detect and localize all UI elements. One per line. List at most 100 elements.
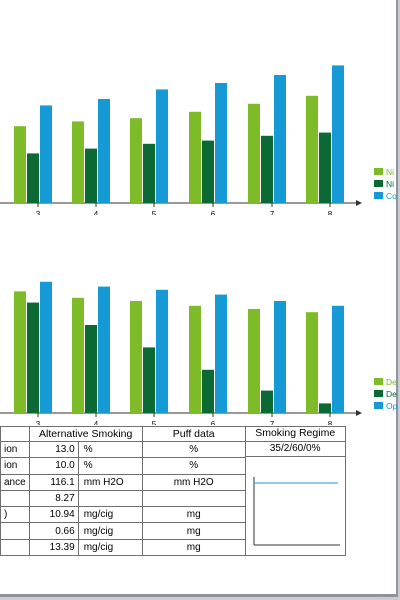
bar-s1-c4: [72, 297, 84, 413]
bar-s2-c3: [27, 302, 39, 413]
puff-value: %: [141, 440, 246, 459]
alt-unit: [77, 489, 143, 508]
x-tick-label: 4: [94, 210, 99, 215]
legend-label: Ni: [386, 167, 394, 177]
bar-s3-c5: [156, 289, 168, 413]
alt-unit: mg/cig: [77, 506, 143, 524]
table-row: 0.66 mg/cig mg: [0, 522, 346, 540]
table-row: ion 13.0%% 35/2/60/0%: [0, 440, 346, 556]
alt-value: 13.0: [28, 440, 79, 459]
bar-s1-c6: [189, 305, 201, 413]
bar-s1-c7: [248, 309, 260, 413]
legend-swatch: [374, 390, 383, 397]
row-label: [0, 489, 30, 508]
bar-s3-c7: [274, 301, 286, 413]
alt-value: 10.0: [28, 457, 79, 475]
puff-value: mg: [141, 538, 246, 557]
legend-swatch: [374, 402, 383, 409]
bar-s3-c8: [332, 65, 344, 204]
bar-s2-c8: [319, 132, 331, 203]
table-header-blank: [0, 426, 30, 442]
alt-value: 13.39: [28, 538, 79, 557]
bar-s1-c8: [306, 312, 318, 413]
puff-value: [141, 489, 246, 508]
row-label: ): [0, 506, 30, 524]
x-tick-label: 6: [211, 210, 216, 215]
row-label: ion: [0, 457, 30, 475]
x-tick-label: 4: [94, 420, 99, 425]
table-header-alternative: Alternative Smoking: [28, 426, 143, 442]
bar-s1-c8: [306, 95, 318, 203]
table-row: ance 116.1 mm H2O mm H2O: [0, 473, 346, 491]
row-label: ance: [0, 473, 30, 491]
bar-s3-c4: [98, 286, 110, 413]
legend-swatch: [374, 168, 383, 175]
regime-cell: 35/2/60/0%: [244, 441, 346, 556]
bar-s2-c5: [143, 143, 155, 203]
x-tick-label: 5: [152, 210, 157, 215]
legend-label: Co: [386, 191, 397, 201]
table-row: ion 10.0%%: [0, 457, 346, 475]
x-tick-label: 8: [328, 210, 333, 215]
row-label: ion: [0, 440, 30, 459]
legend-swatch: [374, 180, 383, 187]
bar-s1-c7: [248, 103, 260, 203]
bar-s1-c3: [14, 291, 26, 413]
bar-s2-c3: [27, 153, 39, 203]
bar-s3-c3: [40, 281, 52, 413]
regime-value: 35/2/60/0%: [246, 443, 345, 457]
bar-s3-c3: [40, 105, 52, 203]
legend-label: Op: [386, 401, 398, 411]
regime-mini-chart: [253, 477, 340, 546]
bar-s1-c5: [130, 118, 142, 203]
alt-value: 0.66: [28, 522, 79, 540]
alt-unit: mg/cig: [77, 538, 143, 557]
chart-top: 3 4 5 6 7 8 Ni Ni Co: [0, 65, 397, 215]
bar-s3-c7: [274, 75, 286, 203]
table-header-regime: Smoking Regime: [244, 426, 346, 442]
row-label: [0, 538, 30, 557]
alt-value: 10.94: [28, 506, 79, 524]
legend-label: De: [386, 377, 397, 387]
x-axis-arrow: [356, 410, 362, 416]
bar-s2-c6: [202, 369, 214, 413]
table-row: ) 10.94 mg/cig mg: [0, 506, 346, 524]
bar-s2-c8: [319, 403, 331, 413]
bar-s2-c6: [202, 140, 214, 203]
bar-s2-c5: [143, 347, 155, 413]
bar-s1-c4: [72, 121, 84, 203]
bar-s3-c6: [215, 83, 227, 203]
bar-s3-c5: [156, 89, 168, 203]
x-axis-arrow: [356, 200, 362, 206]
alt-unit: %: [77, 457, 143, 475]
bar-s1-c5: [130, 301, 142, 413]
row-label: [0, 522, 30, 540]
table-row: 8.27: [0, 489, 346, 508]
x-tick-label: 3: [36, 210, 41, 215]
x-tick-label: 3: [36, 420, 41, 425]
bar-s1-c3: [14, 126, 26, 203]
legend-swatch: [374, 192, 383, 199]
puff-value: mg: [141, 522, 246, 540]
alt-unit: %: [77, 440, 143, 459]
table-row: 13.39 mg/cig mg: [0, 538, 346, 557]
bar-s1-c6: [189, 111, 201, 203]
x-tick-label: 5: [152, 420, 157, 425]
table-header-puff: Puff data: [141, 426, 246, 442]
bar-s2-c7: [261, 390, 273, 413]
alt-value: 116.1: [28, 473, 79, 491]
puff-value: mm H2O: [141, 473, 246, 491]
alt-unit: mm H2O: [77, 473, 143, 491]
x-tick-label: 8: [328, 420, 333, 425]
x-tick-label: 6: [211, 420, 216, 425]
regime-plot: [246, 457, 344, 555]
bar-s2-c7: [261, 135, 273, 203]
bar-s3-c4: [98, 99, 110, 203]
bar-s3-c8: [332, 305, 344, 413]
table-header-row: Alternative Smoking Puff data Smoking Re…: [0, 426, 346, 442]
results-table: Alternative Smoking Puff data Smoking Re…: [0, 426, 346, 557]
chart-bottom: 3 4 5 6 7 8 De De Op: [0, 281, 398, 425]
legend-swatch: [374, 378, 383, 385]
x-tick-label: 7: [270, 420, 275, 425]
